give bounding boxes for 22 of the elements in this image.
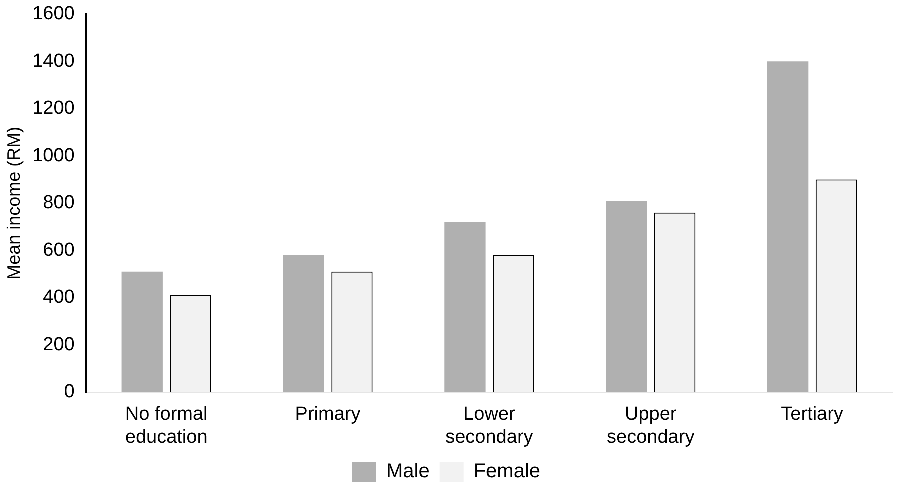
- y-tick-label: 400: [43, 287, 75, 308]
- y-axis-title: Mean income (RM): [4, 126, 24, 280]
- bar: [606, 201, 648, 392]
- y-tick-label: 0: [64, 382, 75, 403]
- x-tick-label: Lower secondary: [446, 404, 534, 448]
- bar: [767, 62, 809, 392]
- y-tick-label: 800: [43, 192, 75, 214]
- x-tick-label: No formal education: [125, 404, 208, 448]
- bar: [122, 272, 163, 392]
- x-tick-label: Tertiary: [781, 404, 844, 426]
- legend-label: Male: [386, 460, 430, 483]
- y-tick-label: 1000: [32, 145, 75, 166]
- bar: [283, 255, 324, 392]
- x-tick-label: Primary: [295, 404, 362, 426]
- y-tick-label: 600: [43, 240, 75, 261]
- y-tick-label: 200: [43, 334, 75, 356]
- bar: [444, 222, 486, 392]
- legend-label: Female: [474, 460, 541, 483]
- y-tick-label: 1600: [32, 4, 75, 25]
- y-tick-label: 1400: [32, 50, 75, 72]
- x-tick-label: Upper secondary: [607, 404, 696, 448]
- y-tick-label: 1200: [32, 98, 75, 120]
